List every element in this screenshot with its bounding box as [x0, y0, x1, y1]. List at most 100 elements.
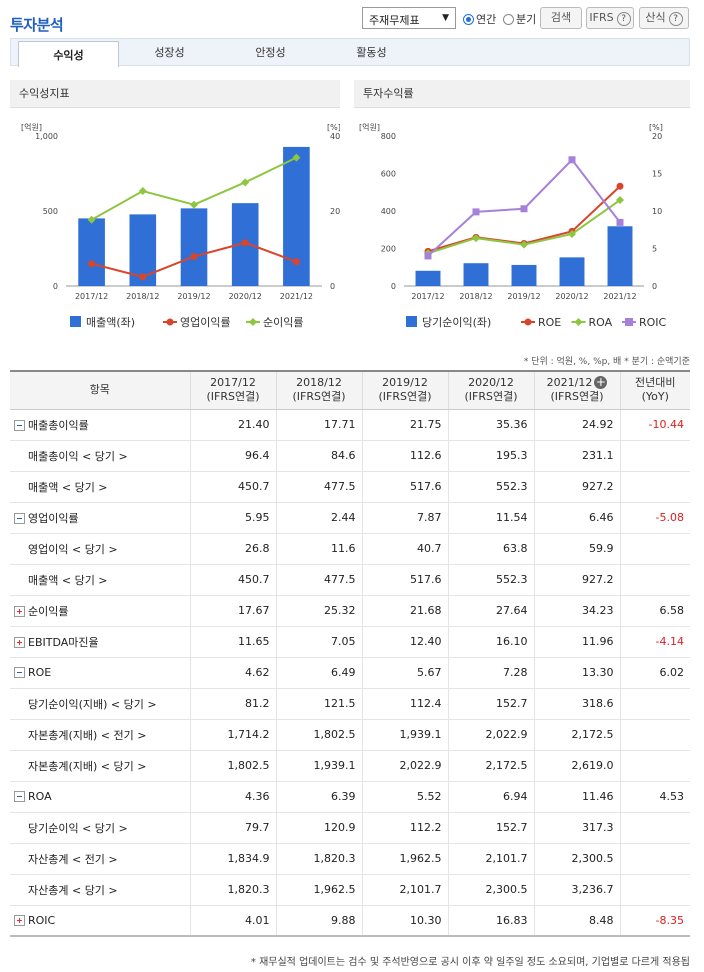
yoy-cell	[619, 471, 690, 503]
yoy-cell	[619, 440, 690, 472]
row-label[interactable]: ROIC	[10, 905, 190, 937]
table-cell: 112.4	[361, 688, 448, 720]
table-row: ROIC 4.01 9.88 10.30 16.83 8.48 -8.35	[10, 905, 690, 937]
table-cell: 11.54	[447, 502, 534, 534]
table-cell: 96.4	[189, 440, 276, 472]
table-cell: 2,022.9	[447, 719, 534, 751]
series-point	[520, 205, 528, 213]
row-label[interactable]: ROA	[10, 781, 190, 813]
ifrs-label: IFRS	[589, 11, 614, 24]
yoy-cell: -5.08	[619, 502, 690, 534]
yoy-cell	[619, 812, 690, 844]
radio-on-icon	[463, 14, 474, 25]
table-cell: 477.5	[275, 471, 362, 503]
legend-label: 순이익률	[263, 316, 303, 329]
table-cell: 6.46	[533, 502, 620, 534]
radio-annual-label: 연간	[476, 13, 497, 26]
x-tick-label: 2021/12	[280, 292, 313, 301]
right-tick-label: 0	[652, 282, 657, 291]
tab-activity[interactable]: 활동성	[356, 46, 387, 59]
tab-stability[interactable]: 안정성	[255, 46, 286, 59]
yoy-cell: -8.35	[619, 905, 690, 937]
table-cell: 27.64	[447, 595, 534, 627]
series-point	[87, 215, 96, 224]
row-label: 자본총계(지배) < 전기 >	[10, 719, 190, 751]
x-tick-label: 2017/12	[411, 292, 444, 301]
row-label[interactable]: 영업이익률	[10, 502, 190, 534]
table-cell: 9.88	[275, 905, 362, 937]
row-label: 매출액 < 당기 >	[10, 471, 190, 503]
table-cell: 8.48	[533, 905, 620, 937]
collapse-icon[interactable]	[14, 667, 25, 678]
table-cell: 152.7	[447, 688, 534, 720]
table-cell: 927.2	[533, 471, 620, 503]
series-point	[139, 273, 147, 281]
collapse-icon[interactable]	[14, 791, 25, 802]
series-point	[190, 200, 198, 209]
left-tick-label: 600	[381, 170, 396, 179]
table-row: 당기순이익(지배) < 당기 >81.2 121.5 112.4 152.7 318.6	[10, 688, 690, 720]
legend-label: ROE	[538, 316, 561, 329]
row-label: 자본총계(지배) < 당기 >	[10, 750, 190, 782]
ifrs-help-button[interactable]: IFRS?	[586, 7, 634, 29]
right-tick-label: 5	[652, 245, 657, 254]
legend-label: ROA	[589, 316, 613, 329]
table-cell: 3,236.7	[533, 874, 620, 906]
table-cell: 2,022.9	[361, 750, 448, 782]
table-cell: 4.62	[189, 657, 276, 689]
table-cell: 7.05	[275, 626, 362, 658]
collapse-icon[interactable]	[14, 512, 25, 524]
left-tick-label: 500	[43, 207, 58, 216]
page-title: 투자분석	[10, 16, 64, 34]
tab-profitability[interactable]: 수익성	[18, 41, 119, 67]
table-cell: 6.49	[275, 657, 362, 689]
x-tick-label: 2017/12	[75, 292, 108, 301]
table-cell: 13.30	[533, 657, 620, 689]
series-point	[472, 234, 480, 243]
tab-growth[interactable]: 성장성	[154, 46, 185, 59]
profitability-chart: [억원] [%] 1,000 500 0 40 20 0 2017/12 2018/12 2019/…	[21, 122, 340, 329]
yoy-cell	[619, 874, 690, 906]
radio-quarter-label: 분기	[516, 13, 537, 26]
expand-icon[interactable]	[14, 605, 25, 617]
yoy-cell	[619, 750, 690, 782]
table-cell: 84.6	[275, 440, 362, 472]
table-cell: 112.6	[361, 440, 448, 472]
formula-help-button[interactable]: 산식?	[639, 7, 689, 29]
left-tick-label: 200	[381, 245, 396, 254]
bar	[559, 257, 585, 286]
table-cell: 552.3	[447, 564, 534, 596]
table-cell: 5.95	[189, 502, 276, 534]
table-cell: 7.87	[361, 502, 448, 534]
investment-return-chart: [억원] [%] 800 600 400 200 0 20 15 10 5 0 2017/12 2018/…	[359, 122, 667, 329]
row-label[interactable]: 순이익률	[10, 595, 190, 627]
radio-annual[interactable]: 연간	[463, 11, 496, 27]
statement-select[interactable]: 주재무제표 ▼	[362, 7, 456, 29]
table-row: 매출액 < 당기 >450.7 477.5 517.6 552.3 927.2	[10, 564, 690, 596]
expand-icon[interactable]	[14, 914, 25, 926]
row-label[interactable]: 매출총이익률	[10, 409, 190, 441]
bar	[415, 270, 441, 286]
tab-bar: 수익성 성장성 안정성 활동성	[10, 38, 690, 67]
collapse-icon[interactable]	[14, 419, 25, 431]
table-cell: 120.9	[275, 812, 362, 844]
row-label: 매출총이익 < 당기 >	[10, 440, 190, 472]
row-label: 당기순이익(지배) < 당기 >	[10, 688, 190, 720]
table-cell: 112.2	[361, 812, 448, 844]
row-label[interactable]: EBITDA마진율	[10, 626, 190, 658]
row-label[interactable]: ROE	[10, 657, 190, 689]
expand-icon[interactable]	[14, 636, 25, 648]
table-cell: 6.39	[275, 781, 362, 813]
column-header: 2017/12 (IFRS연결)	[189, 371, 276, 410]
table-cell: 1,939.1	[275, 750, 362, 782]
legend-marker	[625, 318, 633, 326]
table-cell: 1,802.5	[275, 719, 362, 751]
table-cell: 2,101.7	[361, 874, 448, 906]
add-column-icon[interactable]: +	[594, 375, 608, 390]
column-header: 2019/12 (IFRS연결)	[361, 371, 448, 410]
table-cell: 552.3	[447, 471, 534, 503]
table-cell: 450.7	[189, 564, 276, 596]
series-point	[190, 252, 198, 260]
search-button[interactable]: 검색	[540, 7, 582, 29]
radio-quarter[interactable]: 분기	[503, 11, 536, 27]
